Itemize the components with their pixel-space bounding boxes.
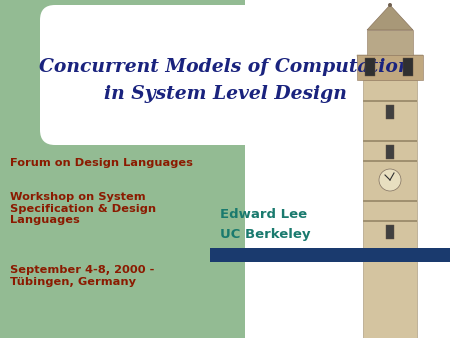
Text: UC Berkeley: UC Berkeley	[220, 228, 310, 241]
Bar	[367, 30, 413, 55]
Bar	[210, 248, 450, 262]
Text: in System Level Design: in System Level Design	[104, 85, 346, 103]
Bar	[363, 80, 417, 338]
Bar	[386, 225, 394, 239]
Text: Forum on Design Languages: Forum on Design Languages	[10, 158, 193, 168]
Bar	[363, 100, 417, 102]
Bar	[363, 140, 417, 142]
Circle shape	[379, 169, 401, 191]
Bar	[357, 55, 423, 80]
Bar	[0, 0, 245, 338]
Bar	[403, 58, 413, 76]
Circle shape	[388, 3, 392, 7]
FancyBboxPatch shape	[40, 5, 440, 145]
Text: September 4-8, 2000 -
Tübingen, Germany: September 4-8, 2000 - Tübingen, Germany	[10, 265, 154, 287]
Text: Concurrent Models of Computation: Concurrent Models of Computation	[39, 58, 411, 76]
Bar	[386, 145, 394, 159]
Text: Workshop on System
Specification & Design
Languages: Workshop on System Specification & Desig…	[10, 192, 156, 225]
Bar	[363, 160, 417, 162]
Polygon shape	[357, 55, 423, 80]
Bar	[386, 105, 394, 119]
Bar	[363, 220, 417, 222]
Bar	[363, 200, 417, 202]
Bar	[365, 58, 375, 76]
Polygon shape	[367, 5, 413, 30]
Text: Edward Lee: Edward Lee	[220, 208, 307, 221]
